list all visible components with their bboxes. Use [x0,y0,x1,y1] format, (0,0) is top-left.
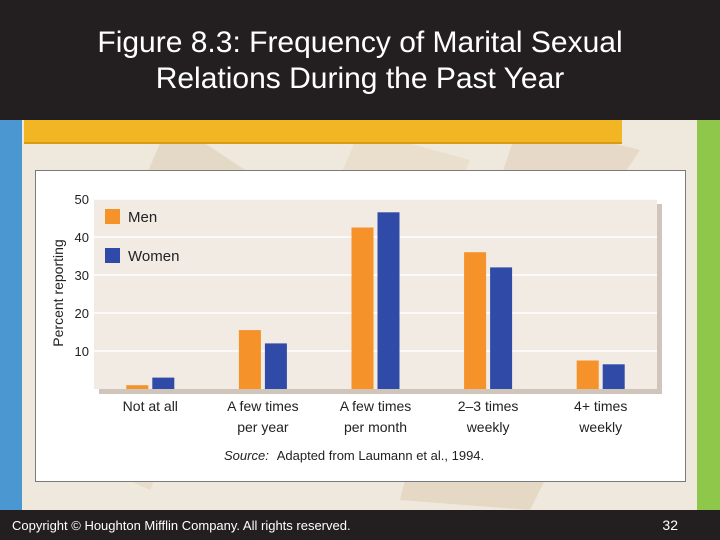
bar-men-4 [576,360,599,389]
source-text: Adapted from Laumann et al., 1994. [277,448,484,463]
left-accent-stripe [0,120,22,510]
legend-swatch-women [105,248,120,263]
x-tick-label: weekly [466,419,510,435]
legend-swatch-men [105,209,120,224]
x-tick-label: weekly [578,419,622,435]
bar-women-3 [490,267,513,389]
legend: Men Women [105,209,179,265]
accent-bar [24,120,622,144]
x-tick-label: 2–3 times [458,398,519,414]
source-label: Source: [224,448,269,463]
bar-chart: 10 20 30 40 50 Not at all A few times per year A… [50,192,662,463]
slide-title-line-1: Figure 8.3: Frequency of Marital Sexual [97,26,623,59]
plot-area [94,199,657,389]
y-tick-label: 20 [75,306,89,321]
bar-men-1 [238,330,261,389]
x-tick-label: Not at all [123,398,178,414]
y-tick-label: 30 [75,268,89,283]
legend-label-men: Men [128,209,157,226]
bar-women-0 [152,377,175,389]
bar-women-4 [602,364,625,389]
right-accent-stripe [697,120,720,510]
legend-label-women: Women [128,248,179,265]
chart-panel: 10 20 30 40 50 Not at all A few times per year A… [35,170,686,482]
bar-women-2 [377,212,400,389]
copyright-notice: Copyright © Houghton Mifflin Company. Al… [12,518,351,533]
x-tick-label: per year [237,419,289,435]
y-tick-label: 50 [75,192,89,207]
slide-header: Figure 8.3: Frequency of Marital Sexual … [0,0,720,120]
y-tick-label: 10 [75,344,89,359]
x-tick-label: per month [344,419,407,435]
x-tick-label: A few times [340,398,412,414]
bar-men-2 [351,227,374,389]
bar-men-0 [126,385,149,389]
slide-footer: Copyright © Houghton Mifflin Company. Al… [0,510,720,540]
x-tick-label: A few times [227,398,299,414]
y-axis-label: Percent reporting [50,239,66,346]
source-note: Source: Adapted from Laumann et al., 199… [224,448,484,463]
bar-women-1 [264,343,287,389]
page-number: 32 [662,517,678,533]
x-tick-label: 4+ times [574,398,627,414]
y-tick-label: 40 [75,230,89,245]
bar-men-3 [464,252,487,389]
slide-title-line-2: Relations During the Past Year [155,62,565,95]
